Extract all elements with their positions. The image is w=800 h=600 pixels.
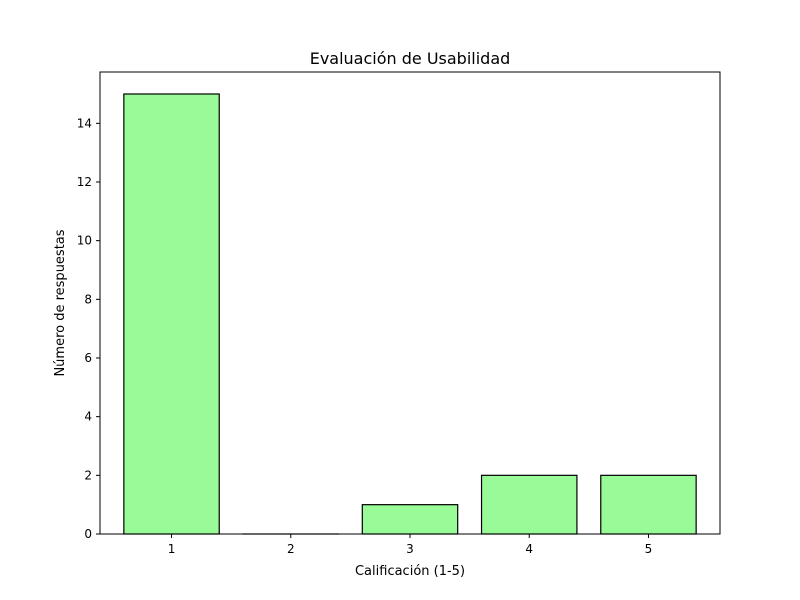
x-tick-label: 2 <box>287 542 295 556</box>
x-axis-label: Calificación (1-5) <box>355 564 465 579</box>
bar-5 <box>600 474 697 535</box>
y-axis-ticks: 0 2 4 6 8 10 12 14 <box>77 116 100 541</box>
bar-1 <box>123 93 220 535</box>
x-tick-label: 1 <box>168 542 176 556</box>
bar-4 <box>480 474 578 535</box>
chart-title: Evaluación de Usabilidad <box>310 49 511 68</box>
x-tick-label: 5 <box>645 542 653 556</box>
x-tick-label: 4 <box>525 542 533 556</box>
y-axis-label: Número de respuestas <box>53 229 68 376</box>
bars-group <box>123 93 697 535</box>
y-tick-label: 14 <box>77 116 92 130</box>
y-tick-label: 8 <box>84 292 92 306</box>
bar-3 <box>361 504 459 535</box>
y-tick-label: 12 <box>77 175 92 189</box>
y-tick-label: 10 <box>77 234 92 248</box>
x-axis-ticks: 1 2 3 4 5 <box>168 534 653 556</box>
y-tick-label: 6 <box>84 351 92 365</box>
y-tick-label: 4 <box>84 410 92 424</box>
x-tick-label: 3 <box>406 542 414 556</box>
y-tick-label: 2 <box>84 468 92 482</box>
y-tick-label: 0 <box>84 527 92 541</box>
